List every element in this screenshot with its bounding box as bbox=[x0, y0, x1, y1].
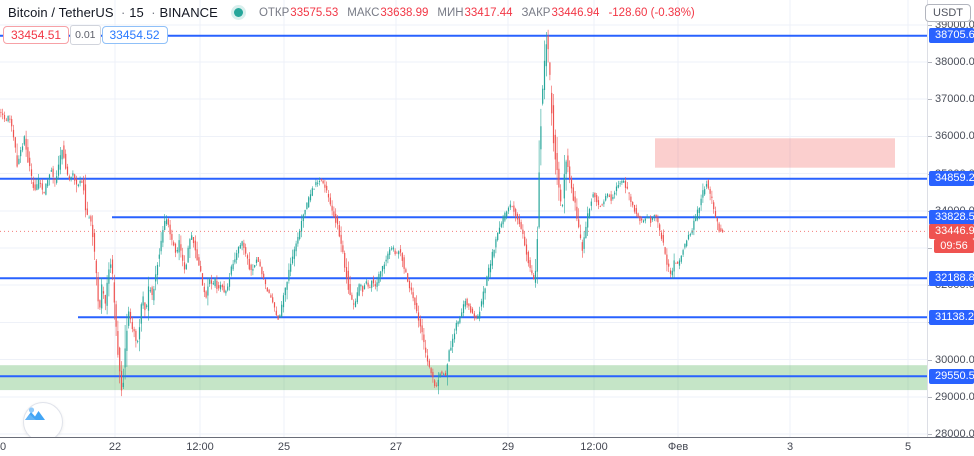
mountain-chart-icon bbox=[25, 407, 45, 420]
chart-pane[interactable]: Bitcoin / TetherUS · 15 · BINANCE ОТКР33… bbox=[0, 0, 927, 437]
low-label: МИН bbox=[437, 6, 464, 19]
time-tick: Фев bbox=[667, 441, 689, 453]
separator-1: · bbox=[117, 5, 130, 20]
high-value: 33638.99 bbox=[380, 6, 429, 19]
candles bbox=[0, 29, 724, 397]
price-tick: 30000.00 bbox=[928, 353, 974, 367]
bid-ask-panel: 33454.51 0.01 33454.52 bbox=[3, 25, 168, 45]
currency-toggle-button[interactable]: USDT bbox=[925, 4, 971, 22]
spread-value: 0.01 bbox=[70, 25, 101, 45]
time-tick: 29 bbox=[501, 441, 515, 453]
chart-thumbnail-button[interactable] bbox=[23, 402, 63, 437]
high-label: МАКС bbox=[347, 6, 380, 19]
candlestick-chart bbox=[0, 0, 927, 437]
time-tick: 27 bbox=[389, 441, 403, 453]
separator-2: · bbox=[147, 5, 160, 20]
time-tick: 22 bbox=[108, 441, 122, 453]
time-tick: 5 bbox=[904, 441, 912, 453]
open-value: 33575.53 bbox=[290, 6, 339, 19]
interval-label: 15 bbox=[129, 5, 144, 20]
time-scale[interactable]: 0 22 12:00 25 27 29 12:00 Фев 3 5 bbox=[0, 437, 974, 456]
level-price-label: 31138.22 bbox=[929, 309, 974, 325]
time-tick: 0 bbox=[0, 441, 7, 453]
price-scale[interactable]: 39000.0038000.0037000.0036000.0035000.00… bbox=[927, 0, 974, 440]
support-zone[interactable] bbox=[0, 365, 927, 391]
close-value: 33446.94 bbox=[551, 6, 600, 19]
price-tick: 28000.00 bbox=[928, 427, 974, 441]
level-price-label: 29550.55 bbox=[929, 368, 974, 384]
sell-button[interactable]: 33454.51 bbox=[3, 26, 70, 44]
price-tick: 29000.00 bbox=[928, 390, 974, 404]
price-tick: 36000.00 bbox=[928, 129, 974, 143]
level-price-label: 34859.24 bbox=[929, 171, 974, 187]
close-label: ЗАКР bbox=[521, 6, 551, 19]
time-tick: 12:00 bbox=[186, 441, 214, 453]
price-tick: 38000.00 bbox=[928, 55, 974, 69]
symbol-title[interactable]: Bitcoin / TetherUS · 15 · BINANCE bbox=[8, 5, 218, 20]
change-value: -128.60 (-0.38%) bbox=[608, 6, 695, 19]
exchange-label: BINANCE bbox=[159, 5, 218, 20]
open-label: ОТКР bbox=[258, 6, 290, 19]
grid-lines bbox=[0, 0, 927, 437]
level-price-label: 38705.63 bbox=[929, 28, 974, 44]
level-price-label: 33828.52 bbox=[929, 209, 974, 225]
market-status-icon[interactable] bbox=[233, 8, 243, 17]
ohlc-readout: ОТКР33575.53 МАКС33638.99 МИН33417.44 ЗА… bbox=[259, 7, 695, 19]
bar-countdown-label: 09:56 bbox=[934, 239, 974, 254]
level-price-label: 32188.84 bbox=[929, 270, 974, 286]
last-price-label: 33446.94 bbox=[929, 223, 974, 239]
legend: Bitcoin / TetherUS · 15 · BINANCE ОТКР33… bbox=[8, 5, 695, 20]
resistance-zone[interactable] bbox=[655, 138, 895, 168]
buy-button[interactable]: 33454.52 bbox=[101, 26, 168, 44]
low-value: 33417.44 bbox=[464, 6, 513, 19]
time-tick: 12:00 bbox=[580, 441, 608, 453]
time-tick: 25 bbox=[277, 441, 291, 453]
time-tick: 3 bbox=[786, 441, 794, 453]
price-tick: 37000.00 bbox=[928, 92, 974, 106]
symbol-name: Bitcoin / TetherUS bbox=[8, 5, 114, 20]
